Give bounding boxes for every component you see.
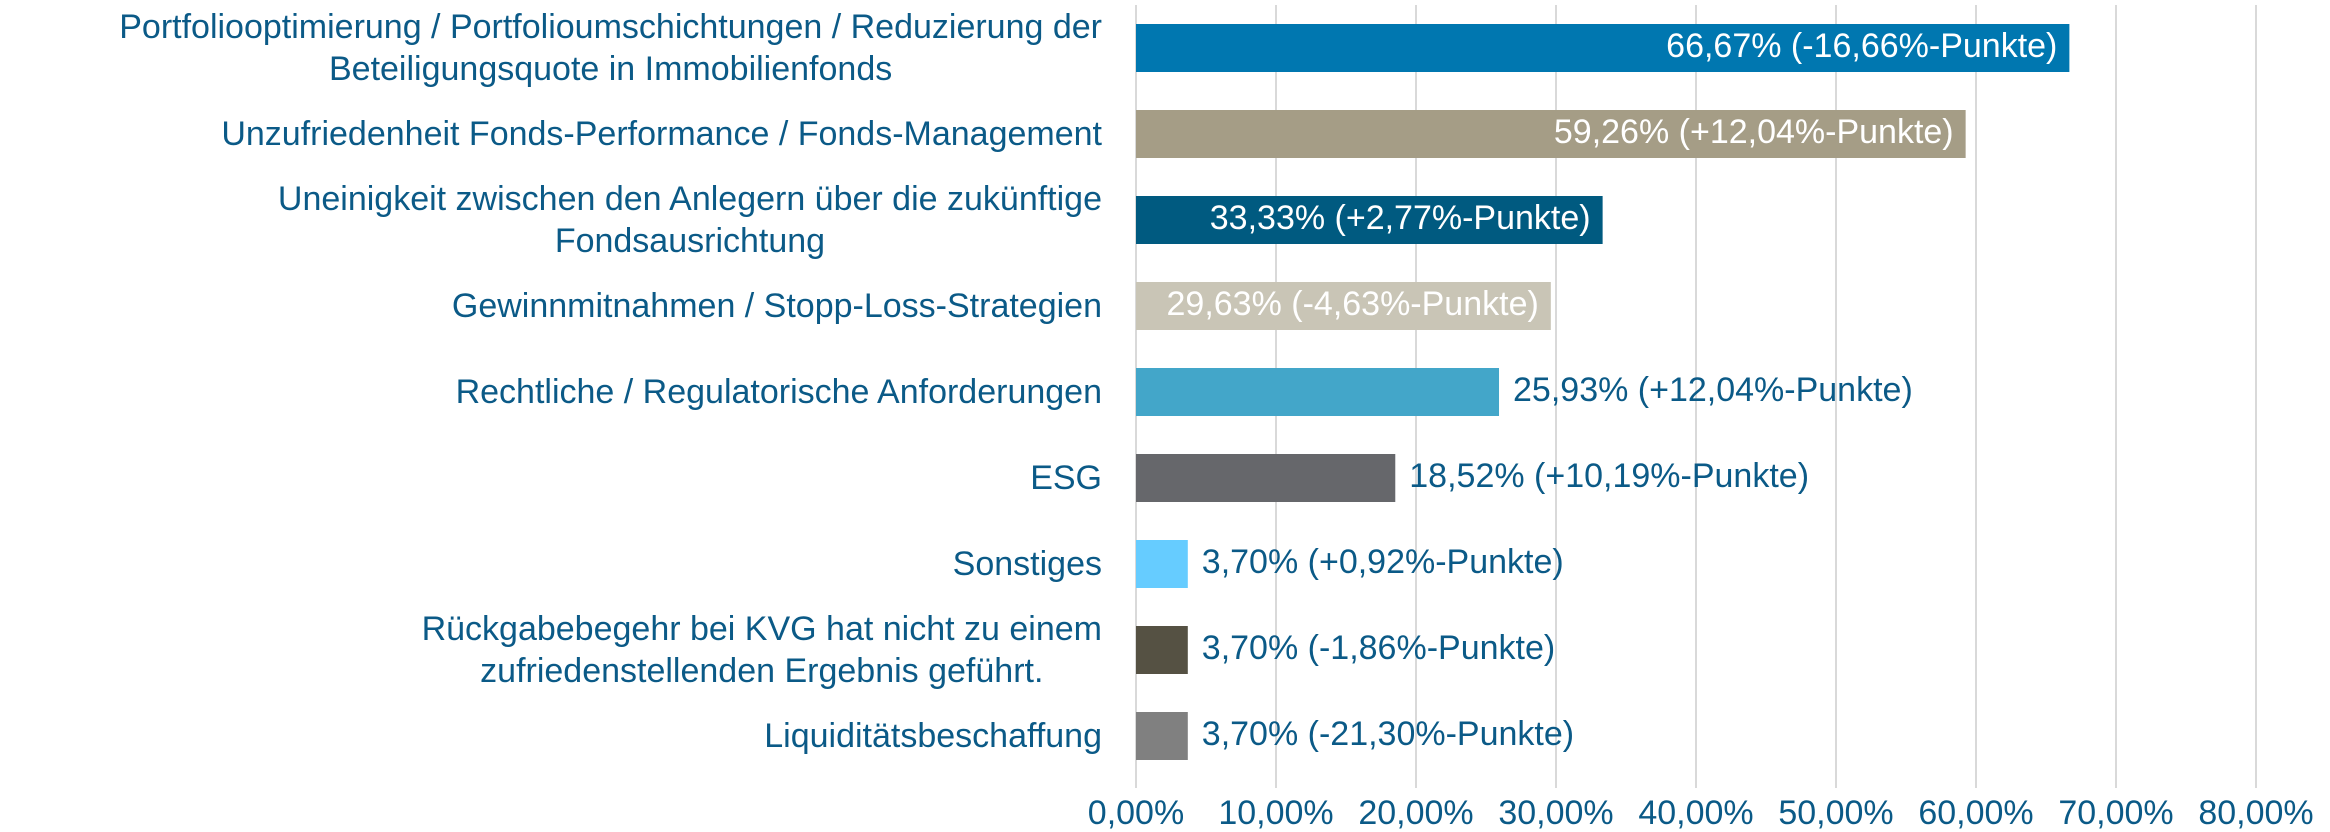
x-tick-label: 70,00%	[2058, 794, 2173, 832]
category-label: Unzufriedenheit Fonds-Performance / Fond…	[221, 115, 1102, 153]
value-label: 33,33% (+2,77%-Punkte)	[1210, 199, 1591, 237]
category-label: Liquiditätsbeschaffung	[764, 717, 1102, 755]
category-label: Portfoliooptimierung / Portfolioumschich…	[119, 8, 1102, 88]
x-tick-label: 40,00%	[1638, 794, 1753, 832]
value-label: 25,93% (+12,04%-Punkte)	[1513, 371, 1913, 409]
x-tick-label: 0,00%	[1088, 794, 1184, 832]
bar	[1136, 540, 1188, 588]
value-label: 18,52% (+10,19%-Punkte)	[1409, 457, 1809, 495]
category-label: Uneinigkeit zwischen den Anlegern über d…	[277, 180, 1102, 260]
value-label: 3,70% (+0,92%-Punkte)	[1202, 543, 1564, 581]
bar	[1136, 196, 1603, 244]
x-tick-label: 10,00%	[1218, 794, 1333, 832]
value-label: 29,63% (-4,63%-Punkte)	[1167, 285, 1539, 323]
bar	[1136, 282, 1551, 330]
x-tick-label: 80,00%	[2198, 794, 2313, 832]
bar	[1136, 454, 1396, 502]
x-tick-label: 50,00%	[1778, 794, 1893, 832]
bar	[1136, 110, 1966, 158]
category-label: Rückgabebegehr bei KVG hat nicht zu eine…	[421, 610, 1102, 690]
value-label: 3,70% (-21,30%-Punkte)	[1202, 715, 1574, 753]
value-label: 59,26% (+12,04%-Punkte)	[1554, 113, 1954, 151]
value-label: 3,70% (-1,86%-Punkte)	[1202, 629, 1555, 667]
bar	[1136, 712, 1188, 760]
x-tick-label: 60,00%	[1918, 794, 2033, 832]
category-label: ESG	[1030, 459, 1102, 497]
category-label: Sonstiges	[952, 545, 1102, 583]
category-label: Gewinnmitnahmen / Stopp-Loss-Strategien	[451, 287, 1102, 325]
x-tick-label: 30,00%	[1498, 794, 1613, 832]
category-label: Rechtliche / Regulatorische Anforderunge…	[455, 373, 1102, 411]
bar	[1136, 24, 2070, 72]
bar	[1136, 368, 1500, 416]
bar	[1136, 626, 1188, 674]
x-tick-label: 20,00%	[1358, 794, 1473, 832]
value-label: 66,67% (-16,66%-Punkte)	[1666, 27, 2057, 65]
